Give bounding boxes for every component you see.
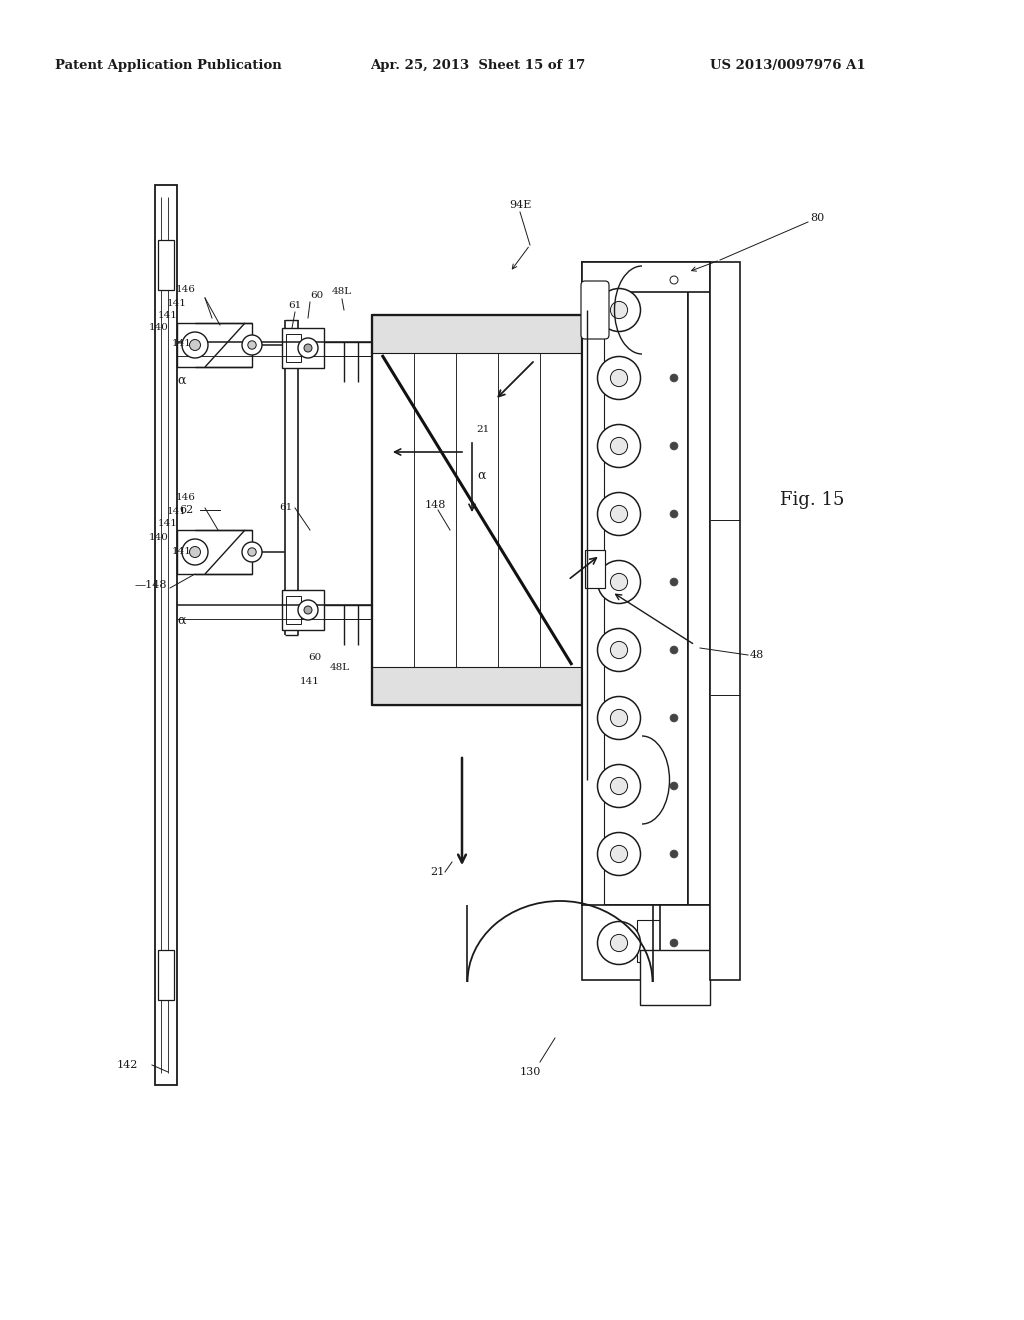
Bar (158, 950, 174, 1001)
Bar (582, 906, 688, 979)
Text: 48L: 48L (332, 288, 352, 297)
Circle shape (597, 492, 640, 536)
Circle shape (242, 335, 262, 355)
Text: 80: 80 (810, 213, 824, 223)
Text: 94E: 94E (509, 201, 531, 210)
Text: Fig. 15: Fig. 15 (780, 491, 845, 510)
Text: 146: 146 (176, 494, 196, 503)
Bar (177, 531, 252, 574)
Circle shape (670, 940, 678, 946)
Text: 141: 141 (167, 507, 187, 516)
Circle shape (597, 697, 640, 739)
Circle shape (670, 511, 678, 517)
Bar (286, 597, 301, 624)
Bar (372, 315, 582, 352)
Bar (637, 920, 667, 962)
Circle shape (298, 338, 318, 358)
Circle shape (304, 345, 312, 352)
Circle shape (610, 573, 628, 590)
Circle shape (670, 714, 678, 722)
Text: —148: —148 (135, 579, 168, 590)
Text: 142: 142 (117, 1060, 138, 1071)
Bar (660, 906, 710, 979)
Text: 141: 141 (158, 312, 178, 321)
Circle shape (670, 647, 678, 653)
Bar (158, 240, 174, 290)
Circle shape (610, 935, 628, 952)
Circle shape (597, 356, 640, 400)
Text: Apr. 25, 2013  Sheet 15 of 17: Apr. 25, 2013 Sheet 15 of 17 (370, 58, 586, 71)
Circle shape (610, 709, 628, 726)
Circle shape (597, 425, 640, 467)
Text: 48L: 48L (330, 664, 350, 672)
Text: 141: 141 (167, 298, 187, 308)
Circle shape (670, 374, 678, 381)
Text: 61: 61 (289, 301, 302, 309)
Circle shape (189, 546, 201, 557)
Text: 21: 21 (476, 425, 489, 434)
Text: 60: 60 (310, 290, 324, 300)
Text: 141: 141 (172, 548, 191, 557)
Text: 61: 61 (279, 503, 292, 512)
Circle shape (182, 539, 208, 565)
Text: 146: 146 (176, 285, 196, 294)
Circle shape (610, 370, 628, 387)
Circle shape (670, 276, 678, 284)
Circle shape (670, 578, 678, 586)
Text: 141: 141 (158, 520, 178, 528)
Bar (372, 315, 582, 705)
Circle shape (610, 301, 628, 318)
Circle shape (597, 289, 640, 331)
Circle shape (610, 845, 628, 862)
Circle shape (189, 339, 201, 351)
Bar (582, 261, 604, 906)
Circle shape (610, 642, 628, 659)
Bar (155, 185, 177, 1085)
Circle shape (670, 442, 678, 450)
FancyBboxPatch shape (581, 281, 609, 339)
Circle shape (298, 601, 318, 620)
Text: 148: 148 (425, 500, 446, 510)
Circle shape (597, 921, 640, 965)
Bar (582, 261, 688, 906)
Circle shape (182, 333, 208, 358)
Text: 60: 60 (308, 653, 322, 663)
Circle shape (242, 543, 262, 562)
Bar (582, 261, 710, 292)
Text: 141: 141 (300, 677, 319, 686)
Circle shape (670, 783, 678, 789)
Circle shape (610, 777, 628, 795)
Circle shape (597, 561, 640, 603)
Bar (286, 334, 301, 362)
Text: α: α (178, 374, 186, 387)
Text: 62: 62 (179, 506, 193, 515)
Circle shape (597, 764, 640, 808)
Text: Patent Application Publication: Patent Application Publication (55, 58, 282, 71)
Bar (282, 327, 324, 368)
Bar (177, 323, 252, 367)
Bar (710, 261, 740, 979)
Text: 140: 140 (150, 532, 169, 541)
Text: α: α (178, 614, 186, 627)
Text: 21: 21 (430, 867, 444, 876)
Circle shape (610, 506, 628, 523)
Circle shape (610, 437, 628, 454)
Text: 130: 130 (519, 1067, 541, 1077)
Circle shape (597, 833, 640, 875)
Text: 140: 140 (150, 323, 169, 333)
Bar (640, 950, 710, 1005)
Circle shape (597, 628, 640, 672)
Bar (585, 550, 605, 587)
Text: US 2013/0097976 A1: US 2013/0097976 A1 (710, 58, 865, 71)
Circle shape (670, 850, 678, 858)
Text: 48: 48 (750, 649, 764, 660)
Bar (372, 667, 582, 705)
Circle shape (248, 548, 256, 556)
Bar (282, 590, 324, 630)
Circle shape (304, 606, 312, 614)
Text: 141: 141 (172, 339, 191, 348)
Text: α: α (478, 469, 486, 482)
Circle shape (248, 341, 256, 350)
Bar (688, 261, 710, 906)
